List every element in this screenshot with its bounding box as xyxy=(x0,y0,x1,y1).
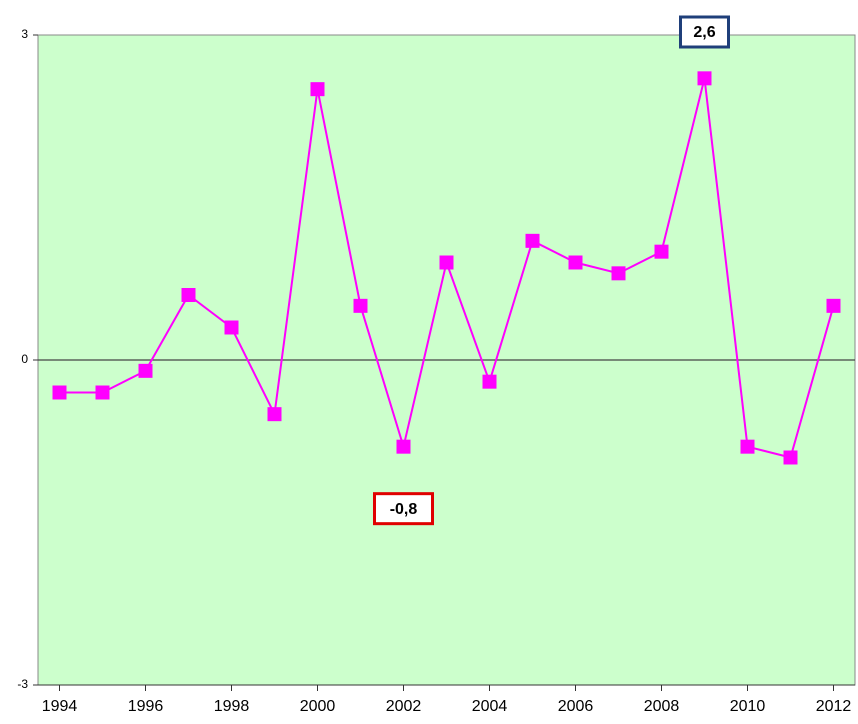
point xyxy=(138,363,153,378)
point xyxy=(95,385,110,400)
point xyxy=(611,266,626,281)
x-tick-label: 2002 xyxy=(386,698,422,715)
y-tick-label: -3 xyxy=(17,677,28,691)
point xyxy=(396,439,411,454)
point xyxy=(52,385,67,400)
point xyxy=(740,439,755,454)
y-tick-label: 3 xyxy=(21,27,28,41)
x-tick-label: 2006 xyxy=(558,698,594,715)
point xyxy=(267,407,282,422)
y-tick-label: 0 xyxy=(21,352,28,366)
x-tick-label: 2010 xyxy=(730,698,766,715)
x-tick-label: 2004 xyxy=(472,698,508,715)
point xyxy=(826,298,841,313)
x-tick-label: 1994 xyxy=(42,698,78,715)
point xyxy=(654,244,669,259)
annotation-box xyxy=(373,492,434,526)
x-tick-label: 2008 xyxy=(644,698,680,715)
point xyxy=(439,255,454,270)
point xyxy=(181,288,196,302)
point xyxy=(482,374,497,389)
annotation: 2,6 xyxy=(693,24,715,41)
annotation-box xyxy=(679,15,730,49)
x-tick-label: 2012 xyxy=(816,698,852,715)
point xyxy=(783,450,798,465)
point xyxy=(697,71,712,86)
annotation: -0,8 xyxy=(390,501,418,518)
point xyxy=(224,320,239,335)
x-tick-label: 1998 xyxy=(214,698,250,715)
point xyxy=(525,233,540,248)
point xyxy=(353,298,368,313)
point xyxy=(568,255,583,270)
x-tick-label: 2000 xyxy=(300,698,336,715)
point xyxy=(310,82,325,97)
x-tick-label: 1996 xyxy=(128,698,164,715)
